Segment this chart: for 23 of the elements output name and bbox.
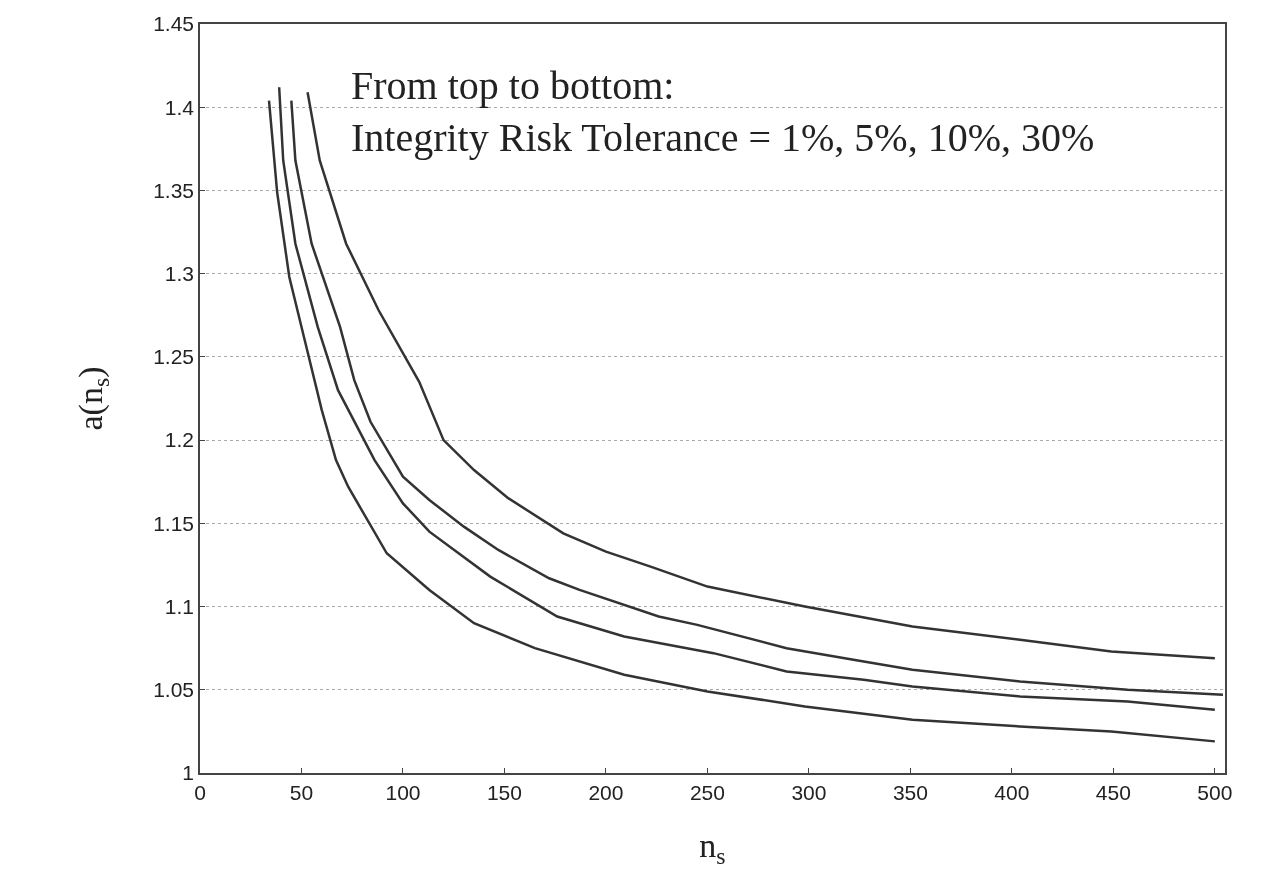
x-tick-label: 150 bbox=[486, 780, 522, 804]
y-tick-label: 1.45 bbox=[153, 12, 195, 36]
y-tick-label: 1.05 bbox=[153, 678, 195, 702]
x-tick-label: 500 bbox=[1197, 780, 1233, 804]
y-tick-label: 1.25 bbox=[153, 345, 195, 369]
x-tick-label: 350 bbox=[892, 780, 928, 804]
y-tick-label: 1.4 bbox=[164, 95, 195, 119]
y-tick-label: 1.3 bbox=[164, 262, 195, 286]
y-tick-label: 1.35 bbox=[153, 178, 195, 202]
x-tick-label: 450 bbox=[1095, 780, 1131, 804]
y-tick-label: 1.1 bbox=[164, 594, 195, 618]
x-tick-label: 100 bbox=[385, 780, 421, 804]
y-tick-label: 1.2 bbox=[164, 428, 195, 452]
annotation: From top to bottom: Integrity Risk Tolerance = 1%, 5%, 10%, 30% bbox=[351, 63, 1095, 160]
y-tick-label: 1.15 bbox=[153, 511, 195, 535]
x-axis-title: n$_{s}$ bbox=[699, 826, 726, 869]
x-tick-label: 200 bbox=[588, 780, 624, 804]
x-tick-label: 0 bbox=[194, 780, 206, 804]
x-tick-label: 400 bbox=[994, 780, 1030, 804]
x-tick-label: 50 bbox=[289, 780, 314, 804]
y-tick-label: 1 bbox=[182, 761, 195, 785]
x-tick-label: 300 bbox=[791, 780, 827, 804]
x-tick-label: 250 bbox=[689, 780, 725, 804]
